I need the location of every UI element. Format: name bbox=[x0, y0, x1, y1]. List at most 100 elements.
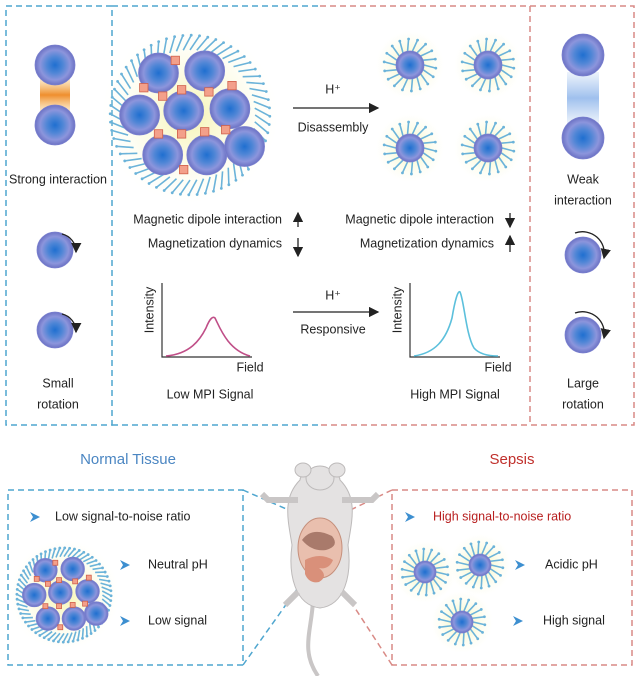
ligand bbox=[494, 159, 499, 173]
ligand bbox=[227, 167, 230, 185]
ligand-end bbox=[35, 555, 39, 558]
ligand-end bbox=[451, 599, 455, 603]
ligand bbox=[472, 621, 486, 626]
ligand bbox=[179, 179, 191, 195]
ligand-end bbox=[410, 172, 413, 176]
ligand-end bbox=[71, 639, 75, 643]
ligand-end bbox=[497, 551, 501, 554]
ligand-end bbox=[403, 560, 406, 564]
ligand bbox=[466, 631, 472, 644]
ligand-end bbox=[508, 132, 512, 136]
ligand-end bbox=[509, 158, 513, 162]
ligand-end bbox=[214, 38, 218, 41]
ligand-end bbox=[416, 121, 419, 125]
ligand bbox=[433, 558, 445, 566]
ligand bbox=[82, 556, 93, 563]
ligand bbox=[51, 548, 56, 559]
ligand-end bbox=[431, 158, 435, 162]
ligand-end bbox=[502, 125, 506, 129]
ligand bbox=[435, 565, 448, 570]
ligand bbox=[391, 45, 400, 57]
ligand-end bbox=[446, 638, 450, 642]
ligand bbox=[387, 156, 400, 163]
list-item: Low signal-to-noise ratio bbox=[55, 509, 191, 523]
ligand bbox=[386, 135, 398, 144]
nanoparticle bbox=[395, 133, 425, 163]
ligand bbox=[498, 50, 511, 57]
ligand bbox=[465, 573, 476, 584]
ligand bbox=[393, 159, 404, 170]
ligand-end bbox=[219, 186, 223, 190]
ligand bbox=[441, 610, 453, 619]
ligand bbox=[25, 566, 32, 577]
ligand-end bbox=[407, 553, 411, 557]
ligand bbox=[477, 123, 482, 137]
ligand-end bbox=[431, 75, 435, 79]
ligand-end bbox=[494, 38, 497, 42]
ligand bbox=[129, 162, 147, 169]
ligand-end bbox=[430, 132, 434, 136]
effect: Magnetic dipole interaction bbox=[345, 212, 494, 226]
nanoparticle bbox=[224, 126, 265, 167]
ligand-end bbox=[118, 152, 122, 156]
ligand-end bbox=[463, 134, 467, 138]
ligand bbox=[465, 73, 478, 80]
ligand-end bbox=[68, 546, 72, 550]
ligand bbox=[410, 580, 421, 591]
ligand bbox=[479, 78, 487, 91]
list-item: Low signal bbox=[148, 613, 207, 627]
ligand-end bbox=[433, 140, 437, 144]
ligand bbox=[465, 156, 478, 163]
bullets bbox=[30, 512, 525, 626]
ligand bbox=[498, 156, 507, 168]
ligand bbox=[423, 58, 436, 62]
ligand-end bbox=[227, 183, 231, 187]
ligand-end bbox=[477, 540, 481, 544]
ligand bbox=[401, 161, 409, 174]
ligand bbox=[402, 574, 415, 579]
ligand-end bbox=[445, 565, 449, 569]
ligand-end bbox=[464, 581, 468, 585]
ligand-end bbox=[446, 573, 450, 577]
ligand bbox=[204, 176, 211, 194]
ligand-end bbox=[76, 638, 80, 642]
ligand bbox=[171, 179, 184, 194]
ligand-end bbox=[424, 42, 428, 46]
ligand-end bbox=[93, 629, 97, 632]
ligand bbox=[423, 141, 436, 145]
nanoparticle bbox=[163, 90, 205, 132]
ligand-end bbox=[407, 120, 410, 124]
plots bbox=[161, 283, 500, 358]
ligand bbox=[20, 574, 29, 584]
ligand-end bbox=[108, 604, 112, 607]
ligand-end bbox=[469, 641, 473, 645]
ligand bbox=[488, 551, 500, 559]
label: Responsive bbox=[300, 322, 365, 336]
ligand bbox=[63, 547, 71, 558]
ligand-end bbox=[101, 566, 104, 570]
ligand-end bbox=[383, 152, 387, 156]
particles bbox=[8, 27, 605, 653]
ligand bbox=[434, 575, 446, 584]
ligand bbox=[101, 598, 111, 607]
ligand bbox=[111, 129, 129, 136]
ligand-end bbox=[16, 602, 20, 606]
ligand-end bbox=[460, 60, 464, 64]
ligand bbox=[469, 128, 478, 140]
ligand bbox=[422, 548, 425, 562]
ligand-end bbox=[437, 552, 441, 556]
ligand-end bbox=[461, 69, 465, 73]
ligand-end bbox=[179, 192, 182, 196]
ligand bbox=[484, 574, 490, 587]
ligand-end bbox=[492, 545, 496, 549]
linker bbox=[227, 81, 237, 91]
ligand-end bbox=[264, 139, 267, 143]
ligand-end bbox=[24, 565, 28, 569]
ligand-end bbox=[430, 49, 434, 53]
ligand bbox=[500, 152, 512, 161]
ligand-end bbox=[266, 98, 270, 102]
ligand bbox=[254, 114, 270, 126]
ligand-end bbox=[123, 159, 127, 163]
ligand bbox=[39, 629, 49, 637]
ligand-end bbox=[187, 193, 191, 197]
